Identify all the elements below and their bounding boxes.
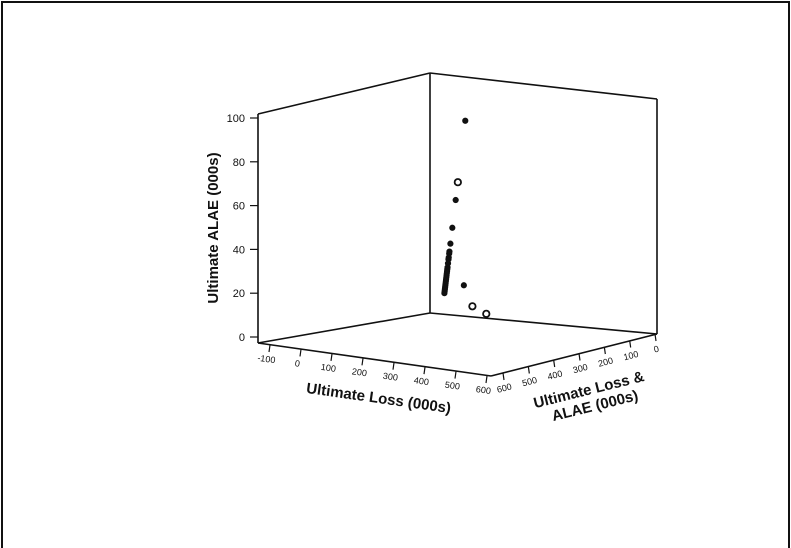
data-point bbox=[449, 224, 456, 231]
points-layer bbox=[441, 117, 491, 318]
y-tick-mark bbox=[654, 333, 657, 342]
x-tick-label: 200 bbox=[351, 366, 367, 378]
x-tick-mark bbox=[423, 367, 426, 375]
z-tick-label: 100 bbox=[227, 113, 245, 125]
data-point bbox=[447, 240, 454, 247]
box-edge-floor-back-left bbox=[257, 312, 431, 344]
x-tick-label: 300 bbox=[382, 371, 398, 383]
y-tick-label: 300 bbox=[572, 362, 589, 375]
z-tick-label: 60 bbox=[233, 201, 245, 213]
x-tick-mark bbox=[454, 371, 457, 379]
x-tick-mark bbox=[299, 349, 302, 357]
z-tick-label: 0 bbox=[239, 332, 245, 344]
y-tick-label: 0 bbox=[653, 344, 660, 355]
x-tick-mark bbox=[485, 375, 488, 384]
x-tick-label: 100 bbox=[320, 362, 336, 374]
x-axis-title: Ultimate Loss (000s) bbox=[305, 380, 452, 417]
x-tick-mark bbox=[361, 358, 364, 366]
data-point bbox=[452, 196, 459, 204]
box-edge-top-right bbox=[429, 72, 658, 100]
z-axis-title: Ultimate ALAE (000s) bbox=[205, 152, 222, 303]
x-tick-mark bbox=[392, 362, 395, 370]
x-tick-mark bbox=[268, 344, 271, 353]
x-tick-label: 600 bbox=[475, 384, 491, 396]
y-tick-label: 500 bbox=[521, 375, 538, 388]
box-edge-top-left bbox=[257, 72, 431, 115]
y-tick-mark bbox=[553, 359, 556, 368]
x-tick-label: -100 bbox=[257, 353, 276, 365]
data-point bbox=[468, 302, 477, 311]
data-point bbox=[453, 178, 462, 187]
y-tick-label: 100 bbox=[622, 349, 639, 362]
data-point bbox=[462, 117, 469, 124]
z-tick-label: 40 bbox=[233, 244, 245, 256]
x-tick-label: 0 bbox=[294, 358, 300, 369]
data-point bbox=[482, 309, 491, 318]
y-tick-mark bbox=[502, 372, 505, 381]
y-tick-label: 200 bbox=[597, 355, 614, 368]
y-tick-mark bbox=[629, 340, 632, 348]
z-tick-label: 80 bbox=[233, 157, 245, 169]
x-tick-label: 400 bbox=[413, 375, 429, 387]
y-tick-mark bbox=[527, 366, 530, 374]
y-tick-label: 400 bbox=[546, 368, 563, 381]
y-tick-label: 600 bbox=[496, 381, 513, 394]
x-axis-line bbox=[257, 342, 492, 377]
y-tick-mark bbox=[578, 353, 581, 361]
data-point bbox=[441, 290, 448, 297]
x-tick-mark bbox=[330, 353, 333, 361]
y-tick-mark bbox=[603, 346, 606, 355]
z-tick-label: 20 bbox=[233, 288, 245, 300]
box-edge-floor-back-right bbox=[429, 312, 658, 335]
x-tick-label: 500 bbox=[444, 380, 460, 392]
data-point bbox=[460, 282, 467, 289]
ticks-layer: 0 20 40 60 80 100 -100 0 100 200 300 400 500 600 0 100 2… bbox=[227, 113, 660, 396]
